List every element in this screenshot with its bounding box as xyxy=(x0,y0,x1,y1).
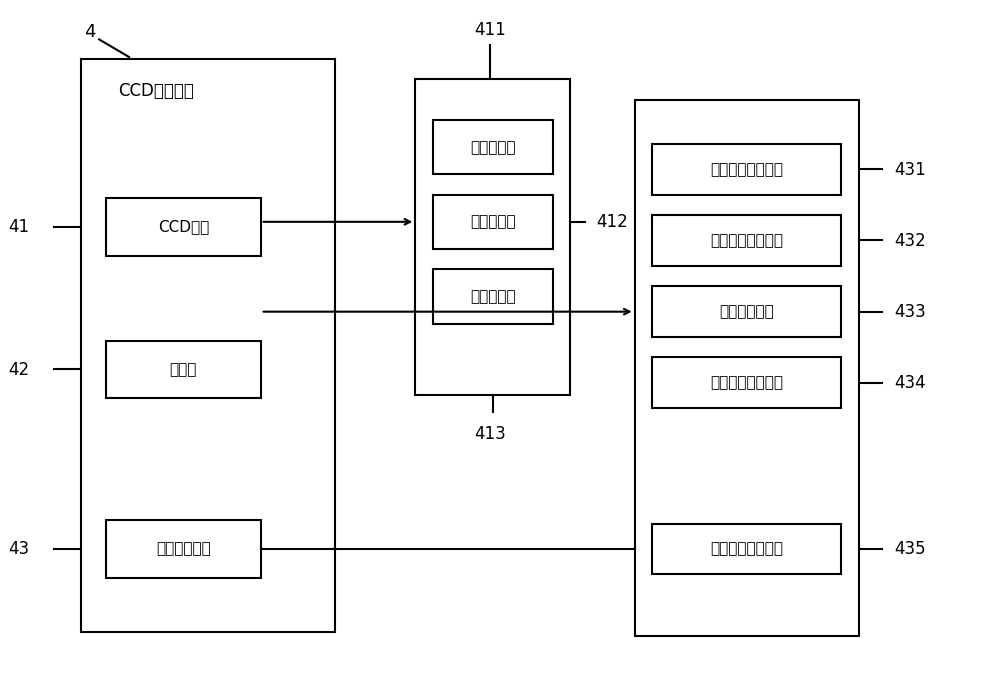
Text: 412: 412 xyxy=(597,212,628,231)
Bar xyxy=(81,59,335,632)
Bar xyxy=(652,358,841,409)
Bar xyxy=(433,195,553,249)
Bar xyxy=(652,286,841,337)
Bar xyxy=(652,215,841,266)
Bar xyxy=(635,99,859,635)
Text: 图像存储器: 图像存储器 xyxy=(470,289,516,304)
Text: 像面位移计算模块: 像面位移计算模块 xyxy=(710,375,783,390)
Bar xyxy=(415,80,570,395)
Bar xyxy=(106,198,261,256)
Bar xyxy=(106,340,261,398)
Text: 图像处理器: 图像处理器 xyxy=(470,215,516,229)
Text: 432: 432 xyxy=(894,232,926,250)
Text: 411: 411 xyxy=(474,20,506,39)
Text: 测距仪: 测距仪 xyxy=(170,362,197,377)
Text: 43: 43 xyxy=(8,541,29,558)
Bar xyxy=(652,144,841,195)
Text: 433: 433 xyxy=(894,303,926,321)
Text: 垂直夹角计算模块: 垂直夹角计算模块 xyxy=(710,233,783,248)
Text: 413: 413 xyxy=(474,425,506,443)
Text: 比例计算模块: 比例计算模块 xyxy=(719,304,774,319)
Text: 434: 434 xyxy=(894,375,926,392)
Text: CCD相机模块: CCD相机模块 xyxy=(118,82,194,99)
Text: 41: 41 xyxy=(8,218,29,236)
Text: 431: 431 xyxy=(894,161,926,178)
Text: 图像采集器: 图像采集器 xyxy=(470,140,516,155)
Bar xyxy=(106,520,261,578)
Bar xyxy=(433,120,553,174)
Text: 435: 435 xyxy=(894,541,926,558)
Text: 42: 42 xyxy=(8,361,29,379)
Text: 水平夹角计算模块: 水平夹角计算模块 xyxy=(710,162,783,177)
Bar xyxy=(433,269,553,323)
Text: 一级计算单元: 一级计算单元 xyxy=(156,541,211,556)
Text: 4: 4 xyxy=(84,23,96,41)
Bar xyxy=(652,524,841,575)
Text: CCD相机: CCD相机 xyxy=(158,219,209,234)
Text: 目标位移计算模块: 目标位移计算模块 xyxy=(710,541,783,556)
